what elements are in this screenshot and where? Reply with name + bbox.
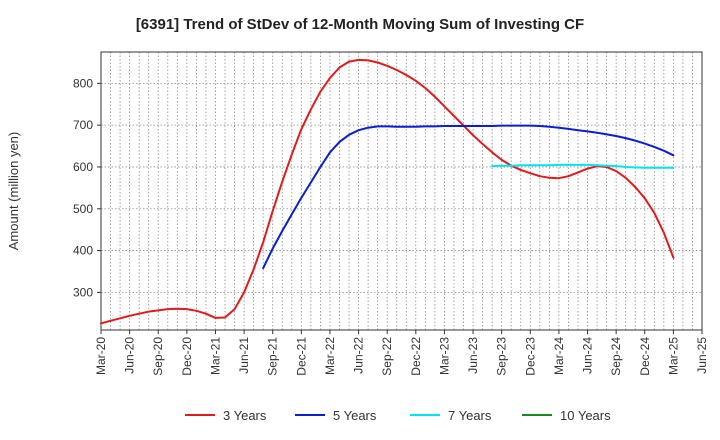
x-tick-label: Dec-22 (409, 337, 423, 376)
y-tick-label: 800 (73, 76, 93, 90)
x-axis-ticks: Mar-20 Jun-20 Sep-20 Dec-20 Mar-21 Jun-21 Sep-… (94, 330, 709, 376)
series-line-7-years (491, 163, 675, 169)
y-tick-label: 300 (73, 285, 93, 299)
plot-area-frame (100, 51, 703, 331)
legend-label: 5 Years (333, 408, 377, 423)
x-tick-label: Jun-23 (466, 337, 480, 374)
x-tick-label: Sep-22 (380, 337, 394, 376)
y-tick-label: 700 (73, 118, 93, 132)
y-axis-label: Amount (million yen) (6, 132, 21, 251)
x-tick-label: Sep-21 (266, 337, 280, 376)
x-tick-label: Mar-24 (552, 337, 566, 375)
legend-label: 3 Years (223, 408, 267, 423)
x-tick-label: Jun-25 (695, 337, 709, 374)
x-tick-label: Dec-24 (638, 337, 652, 376)
legend-label: 10 Years (560, 408, 611, 423)
x-tick-label: Dec-21 (294, 337, 308, 376)
x-tick-label: Sep-24 (609, 337, 623, 376)
x-tick-label: Mar-22 (323, 337, 337, 375)
y-tick-label: 600 (73, 160, 93, 174)
chart-title: [6391] Trend of StDev of 12-Month Moving… (136, 16, 584, 33)
y-tick-label: 400 (73, 244, 93, 258)
y-tick-label: 500 (73, 202, 93, 216)
x-tick-label: Jun-22 (352, 337, 366, 374)
series-line-3-years (100, 58, 675, 325)
x-tick-label: Sep-20 (151, 337, 165, 376)
x-tick-label: Jun-21 (237, 337, 251, 374)
x-tick-label: Jun-20 (123, 337, 137, 374)
y-axis-ticks: 300 400 500 600 700 800 (73, 76, 101, 299)
x-tick-label: Sep-23 (495, 337, 509, 376)
x-tick-label: Mar-23 (437, 337, 451, 375)
series-line-5-years (262, 124, 675, 270)
series-lines (100, 58, 675, 325)
x-tick-label: Mar-20 (94, 337, 108, 375)
x-tick-label: Dec-23 (523, 337, 537, 376)
x-tick-label: Mar-25 (666, 337, 680, 375)
x-tick-label: Jun-24 (581, 337, 595, 374)
grid-lines (101, 52, 702, 330)
x-tick-label: Dec-20 (180, 337, 194, 376)
legend: 3 Years 5 Years 7 Years 10 Years (185, 408, 611, 423)
legend-label: 7 Years (448, 408, 492, 423)
x-tick-label: Mar-21 (208, 337, 222, 375)
